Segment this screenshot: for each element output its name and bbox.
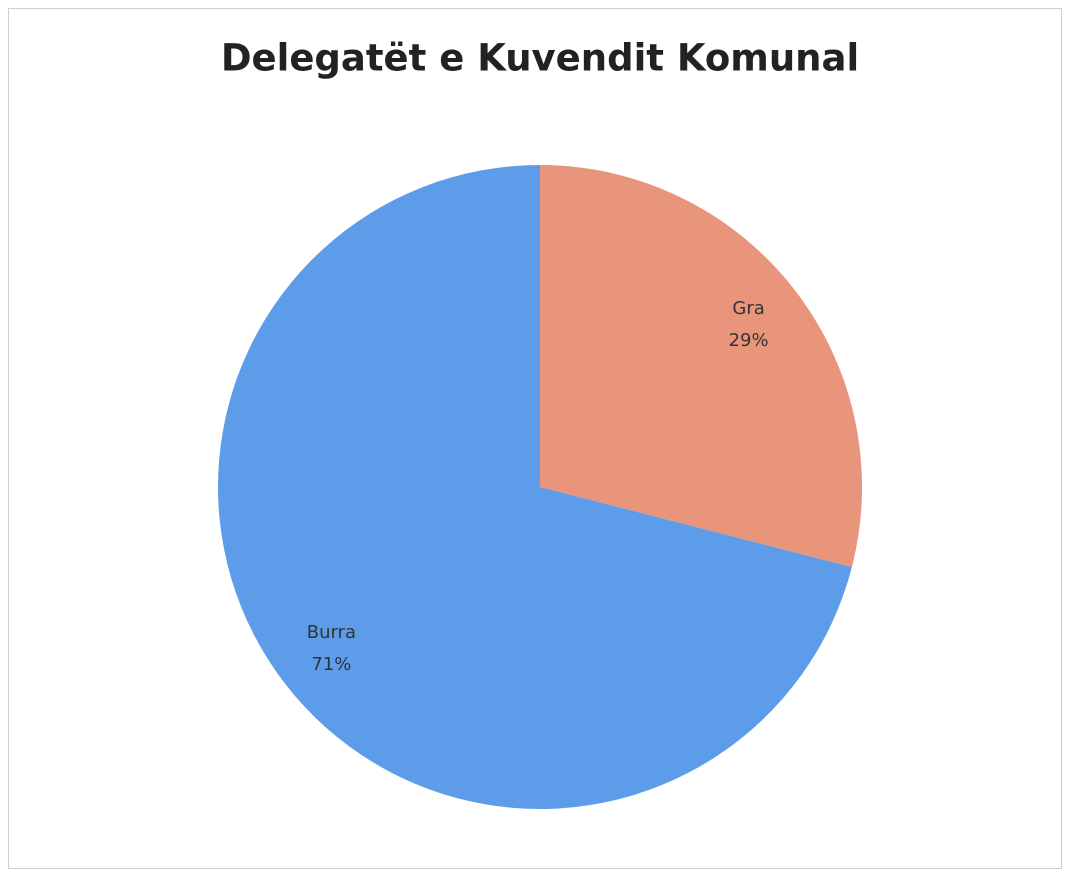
slice-label: Gra	[732, 298, 764, 319]
slice-value-label: 29%	[729, 330, 769, 351]
pie	[218, 165, 862, 809]
slice-label: Burra	[307, 622, 356, 643]
pie-slice	[540, 165, 862, 568]
slice-value-label: 71%	[311, 654, 351, 675]
pie-slice	[218, 165, 852, 809]
chart-title: Delegatët e Kuvendit Komunal	[221, 37, 859, 80]
